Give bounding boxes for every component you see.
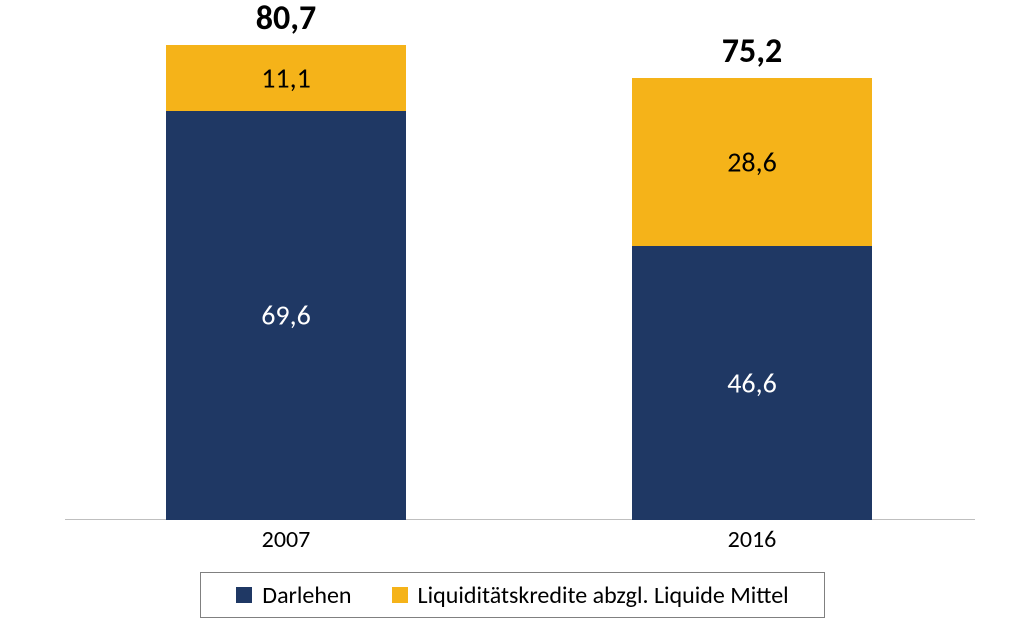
total-label: 80,7 (166, 0, 406, 39)
segment-label: 69,6 (166, 298, 406, 333)
plot-area: 69,611,180,746,628,675,2 (65, 20, 975, 520)
legend-item-darlehen: Darlehen (236, 581, 351, 610)
legend-swatch (392, 587, 408, 603)
bar-group: 69,611,180,7 (166, 20, 406, 520)
total-label: 75,2 (632, 31, 872, 72)
legend-item-liquiditaet: Liquiditätskredite abzgl. Liquide Mittel (392, 581, 789, 610)
segment-label: 11,1 (166, 60, 406, 95)
legend-label: Darlehen (262, 581, 351, 610)
stacked-bar-chart: 69,6 11,1 80,7 46,6 28,6 75,2 2007 2016 Darleh… (0, 0, 1023, 631)
bar-segment-darlehen: 69,6 (166, 111, 406, 520)
bar-segment-liquiditaet: 28,6 (632, 78, 872, 246)
legend: Darlehen Liquiditätskredite abzgl. Liquid… (200, 572, 825, 618)
segment-label: 28,6 (632, 144, 872, 179)
legend-swatch (236, 587, 252, 603)
legend-label: Liquiditätskredite abzgl. Liquide Mittel (418, 581, 789, 610)
bar-segment-liquiditaet: 11,1 (166, 45, 406, 110)
segment-label: 46,6 (632, 365, 872, 400)
bar-group: 46,6 28,6 75,2 (632, 20, 872, 520)
bar-segment-darlehen: 46,6 (632, 246, 872, 520)
x-axis-label: 2016 (632, 525, 872, 554)
x-axis-labels: 2007 2016 (65, 525, 975, 555)
x-axis-label: 2007 (166, 525, 406, 554)
